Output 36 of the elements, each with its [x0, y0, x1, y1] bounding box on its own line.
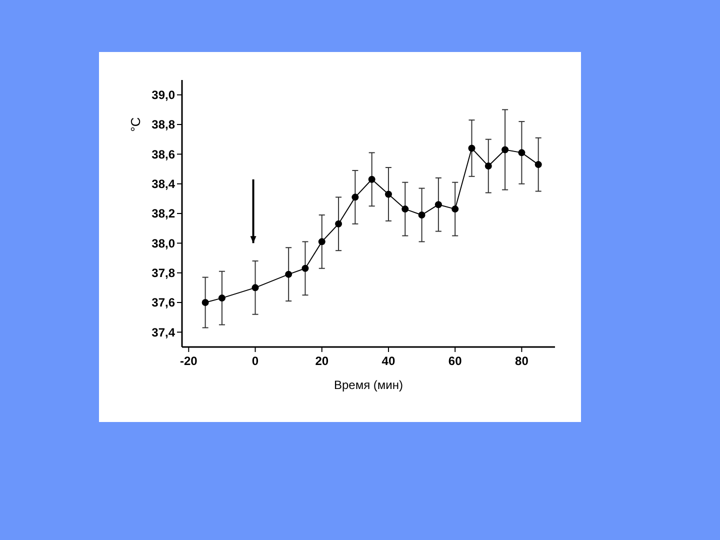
x-tick-label: -20: [180, 354, 198, 368]
x-tick-label: 20: [315, 354, 329, 368]
y-tick-label: 38,8: [152, 118, 176, 132]
point: [318, 238, 326, 246]
point: [202, 299, 209, 306]
point: [218, 294, 226, 302]
y-tick-label: 38,6: [152, 147, 176, 162]
y-tick-label: 39,0: [152, 88, 176, 102]
point: [302, 264, 309, 272]
x-tick-label: 80: [515, 354, 529, 368]
point: [352, 194, 359, 201]
point: [534, 161, 542, 168]
point: [502, 146, 509, 154]
point: [335, 220, 342, 228]
point: [434, 201, 442, 208]
x-tick-label: 40: [382, 354, 396, 368]
y-tick-label: 38,2: [152, 206, 176, 221]
point: [418, 211, 426, 218]
point: [484, 162, 492, 170]
y-tick-label: 37,6: [152, 296, 176, 310]
y-tick-label: 38,0: [152, 236, 176, 250]
y-tick-label: 37,4: [152, 325, 176, 340]
point: [468, 144, 476, 152]
point: [384, 190, 392, 198]
point: [252, 284, 259, 292]
y-tick-label: 38,4: [152, 177, 176, 192]
point: [285, 270, 292, 278]
y-axis-title: °C: [128, 117, 143, 132]
x-axis-title: Время (мин): [334, 378, 404, 392]
point: [402, 206, 409, 213]
point: [452, 206, 459, 213]
x-tick-label: 0: [252, 354, 259, 368]
x-tick-label: 60: [448, 354, 462, 368]
point: [518, 149, 526, 156]
point: [368, 176, 376, 183]
y-tick-label: 37,8: [152, 266, 176, 280]
